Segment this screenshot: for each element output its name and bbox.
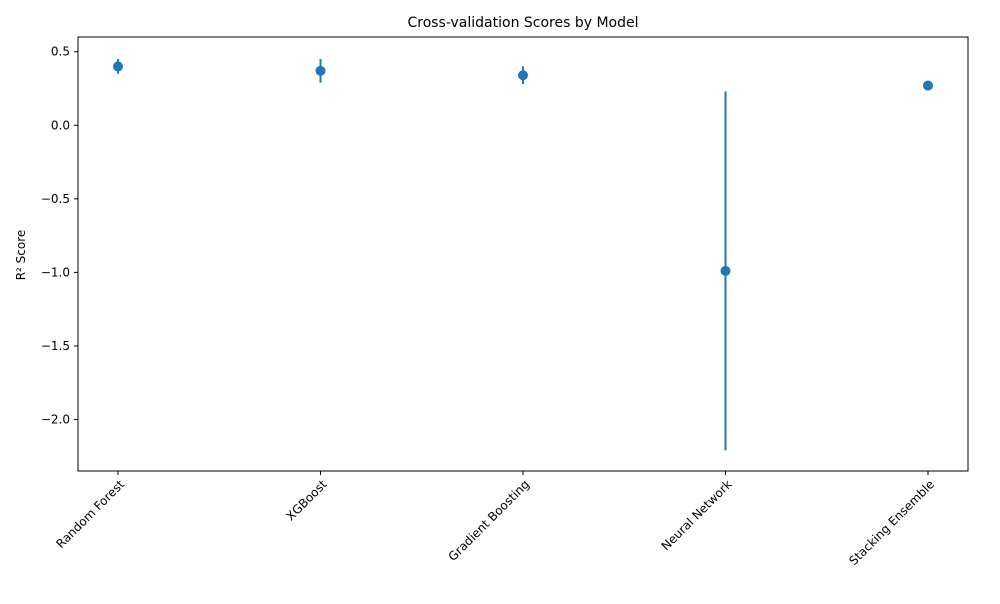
- plot-frame: [77, 36, 969, 472]
- data-point: [113, 61, 123, 72]
- plot-area: 0.5 0.0 −0.5 −1.0 −1.5 −2.0 Random Forest XGBoo…: [41, 36, 969, 568]
- data-point: [923, 80, 933, 91]
- x-tick-label: XGBoost: [283, 477, 329, 523]
- y-tick-label: 0.5: [51, 45, 70, 59]
- data-point: [720, 265, 731, 276]
- data-point: [315, 65, 326, 76]
- x-tick-label: Gradient Boosting: [446, 477, 533, 564]
- y-tick-label: −2.0: [41, 413, 70, 427]
- y-tick-label: −0.5: [41, 192, 70, 206]
- x-tick-label: Stacking Ensemble: [846, 477, 937, 568]
- y-tick-label: −1.0: [41, 265, 70, 279]
- data-point: [518, 70, 528, 81]
- y-axis-label: R² Score: [14, 230, 28, 281]
- chart-title: Cross-validation Scores by Model: [407, 15, 638, 31]
- y-tick-label: 0.0: [51, 118, 70, 132]
- x-tick-label: Random Forest: [53, 477, 127, 551]
- y-tick-label: −1.5: [41, 339, 70, 353]
- x-tick-label: Neural Network: [659, 477, 735, 553]
